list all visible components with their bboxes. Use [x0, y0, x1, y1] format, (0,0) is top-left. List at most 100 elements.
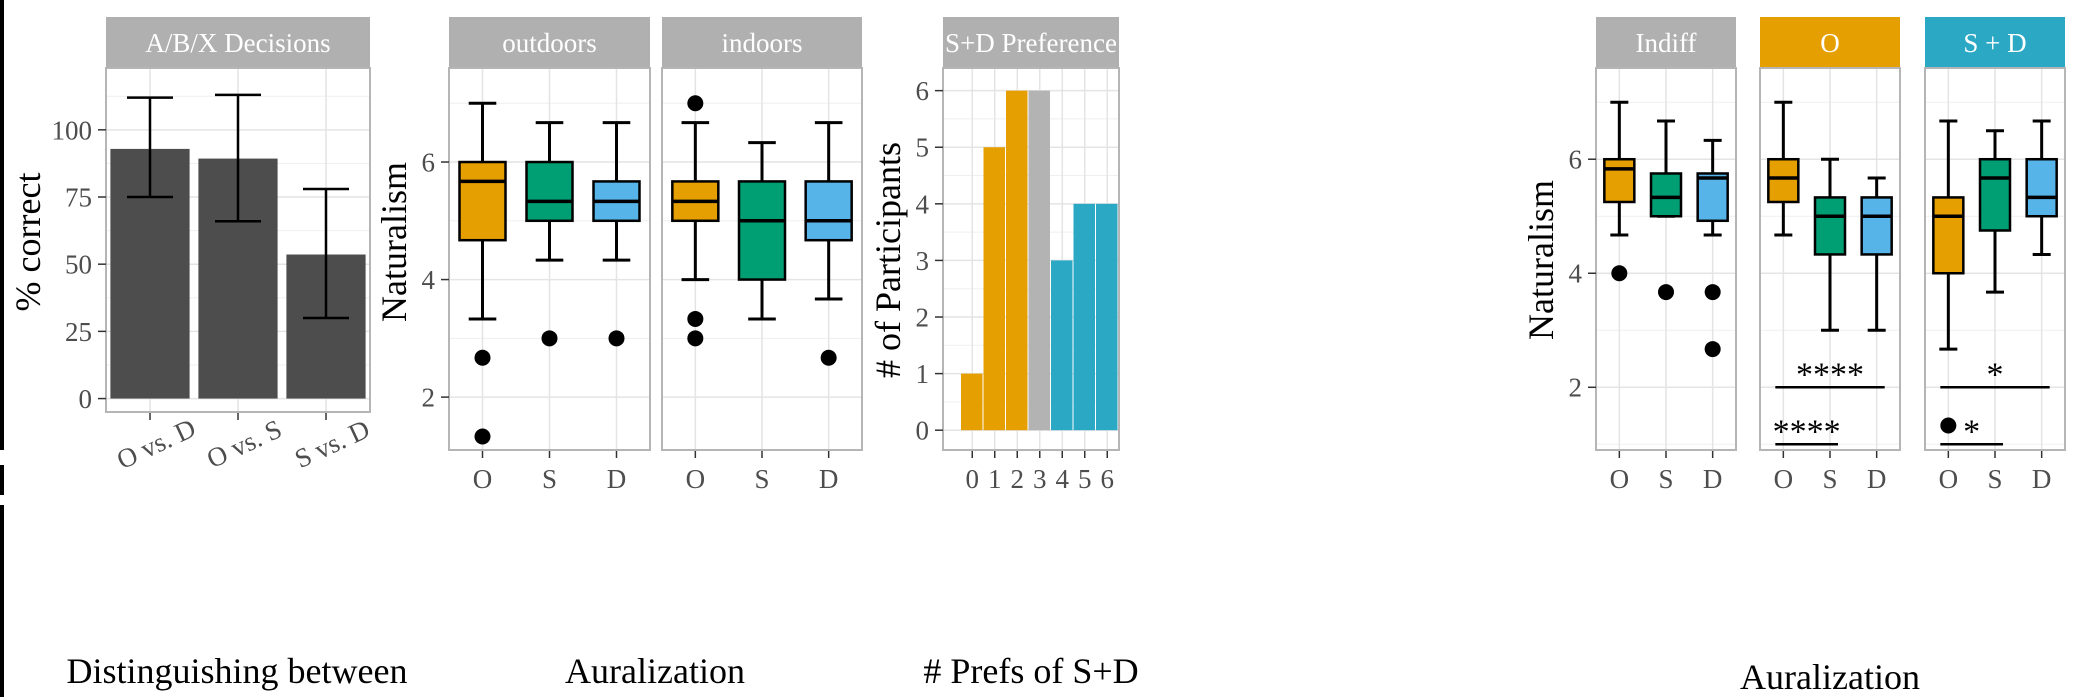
preference-bar	[1028, 90, 1050, 431]
preference-group-o-box-O-box	[1767, 157, 1800, 204]
naturalism-outdoors-box-O-outlier	[474, 349, 491, 366]
abx-ylabel: % correct	[8, 173, 48, 312]
naturalism-indoors-strip	[662, 17, 862, 68]
naturalism-indoors-box-O-outlier	[687, 95, 704, 112]
naturalism-outdoors-strip	[449, 17, 650, 68]
preference-group-o-xtick-label: S	[1822, 464, 1837, 494]
left-edge-bar-lower	[0, 465, 4, 495]
preference-group-o-xtick-label: O	[1774, 464, 1794, 494]
preference-bar	[961, 373, 983, 431]
naturalism-outdoors-border	[448, 67, 651, 451]
abx-border	[105, 67, 371, 413]
preference-group-sd-xtick-label: S	[1987, 464, 2002, 494]
abx-xtick-label: O vs. S	[202, 414, 286, 474]
preference-group-o-box-D-box	[1860, 196, 1893, 256]
preference-group-sd-box-O-box	[1932, 196, 1965, 275]
preference-ytick-label: 5	[916, 133, 930, 163]
preference-group-sd-box-D-box	[2025, 157, 2058, 218]
preference-group-indiff-box-O-box	[1603, 157, 1636, 204]
naturalism-ytick-label: 2	[422, 383, 436, 413]
preference-group-o-signif-label: ****	[1773, 413, 1841, 450]
preference-ytick-label: 4	[916, 189, 930, 219]
abx-ytick-label: 100	[52, 115, 93, 145]
naturalism-indoors-box-D-box	[804, 180, 853, 242]
preference-group-o-strip-label: O	[1820, 28, 1840, 58]
preference-ytick-label: 1	[916, 359, 930, 389]
preference-group-indiff-xtick-label: O	[1610, 464, 1630, 494]
preference-ytick-label: 3	[916, 246, 930, 276]
naturalism-ytick-label: 4	[422, 265, 436, 295]
preference-strip	[943, 17, 1119, 68]
preference-ytick-label: 2	[916, 302, 930, 332]
preference-bar	[1051, 260, 1073, 431]
preference-bar	[1073, 203, 1095, 431]
preference-group-ylabel: Naturalism	[1521, 180, 1561, 340]
preference-group-indiff-border	[1595, 67, 1737, 451]
naturalism-outdoors-xtick-label: O	[473, 464, 493, 494]
preference-group-indiff-box-D-outlier	[1704, 284, 1721, 301]
abx-xtick-label: S vs. D	[290, 414, 374, 474]
preference-group-ytick-label: 2	[1569, 373, 1583, 403]
naturalism-outdoors-box-O-box	[458, 160, 507, 242]
abx-ytick-label: 75	[65, 182, 92, 212]
abx-strip-label: A/B/X Decisions	[145, 28, 330, 58]
preference-xtick-label: 0	[966, 464, 980, 494]
naturalism-outdoors-box-O-outlier	[474, 428, 491, 445]
preference-group-o-box-S-box	[1813, 196, 1847, 256]
preference-group-indiff-xtick-label: D	[1703, 464, 1723, 494]
preference-ytick-label: 6	[916, 76, 930, 106]
naturalism-indoors-xtick-label: O	[686, 464, 706, 494]
naturalism-indoors-xtick-label: S	[754, 464, 769, 494]
naturalism-ylabel: Naturalism	[374, 162, 414, 322]
preference-group-indiff-box-S-box	[1649, 172, 1683, 218]
preference-bar	[983, 147, 1005, 431]
abx-xtick-label: O vs. D	[112, 413, 200, 475]
preference-group-indiff-box-D-box	[1696, 172, 1729, 223]
preference-ylabel: # of Participants	[868, 142, 908, 378]
naturalism-ytick-label: 6	[422, 147, 436, 177]
preference-group-sd-signif-label: *	[1963, 413, 1980, 450]
preference-group-sd-strip-label: S + D	[1963, 28, 2026, 58]
naturalism-indoors-border	[661, 67, 863, 451]
naturalism-indoors-xtick-label: D	[819, 464, 839, 494]
naturalism-outdoors-box-S-outlier	[541, 330, 558, 347]
preference-group-indiff-box-D-outlier	[1704, 341, 1721, 358]
preference-group-sd-xtick-label: D	[2032, 464, 2052, 494]
preference-bar	[1006, 90, 1028, 431]
preference-group-sd-strip	[1925, 17, 2065, 68]
left-edge-bar-bottom	[0, 505, 4, 697]
preference-border	[942, 67, 1120, 451]
preference-xtick-label: 1	[988, 464, 1002, 494]
preference-group-o-signif-label: ****	[1796, 356, 1864, 393]
abx-ytick-label: 0	[79, 384, 93, 414]
abx-strip	[106, 17, 370, 68]
preference-group-indiff-xtick-label: S	[1658, 464, 1673, 494]
preference-group-sd-box-S-box	[1978, 157, 2012, 232]
preference-strip-label: S+D Preference	[945, 28, 1117, 58]
preference-ytick-label: 0	[916, 416, 930, 446]
naturalism-indoors-strip-label: indoors	[722, 28, 803, 58]
preference-xtick-label: 4	[1056, 464, 1070, 494]
naturalism-outdoors-box-S-box	[525, 160, 574, 223]
naturalism-indoors-box-S-box	[737, 180, 787, 281]
naturalism-outdoors-xtick-label: S	[542, 464, 557, 494]
preference-group-sd-border	[1924, 67, 2066, 451]
abx-ytick-label: 50	[65, 250, 92, 280]
preference-group-indiff-strip-label: Indiff	[1636, 28, 1697, 58]
naturalism-outdoors-box-D-outlier	[608, 330, 625, 347]
preference-xtick-label: 2	[1011, 464, 1025, 494]
abx-ytick-label: 25	[65, 317, 92, 347]
preference-group-ytick-label: 4	[1569, 259, 1583, 289]
preference-group-sd-signif-label: *	[1987, 356, 2004, 393]
naturalism-indoors-box-D-outlier	[820, 349, 837, 366]
naturalism-xlabel: Auralization	[565, 651, 745, 691]
left-edge-bar	[0, 0, 4, 450]
naturalism-outdoors-xtick-label: D	[607, 464, 627, 494]
preference-xtick-label: 5	[1078, 464, 1092, 494]
preference-group-indiff-strip	[1596, 17, 1736, 68]
preference-xlabel: # Prefs of S+D	[923, 651, 1138, 691]
preference-group-indiff-box-S-outlier	[1658, 284, 1674, 301]
preference-group-indiff-box-O-outlier	[1611, 265, 1628, 282]
preference-xtick-label: 6	[1101, 464, 1115, 494]
